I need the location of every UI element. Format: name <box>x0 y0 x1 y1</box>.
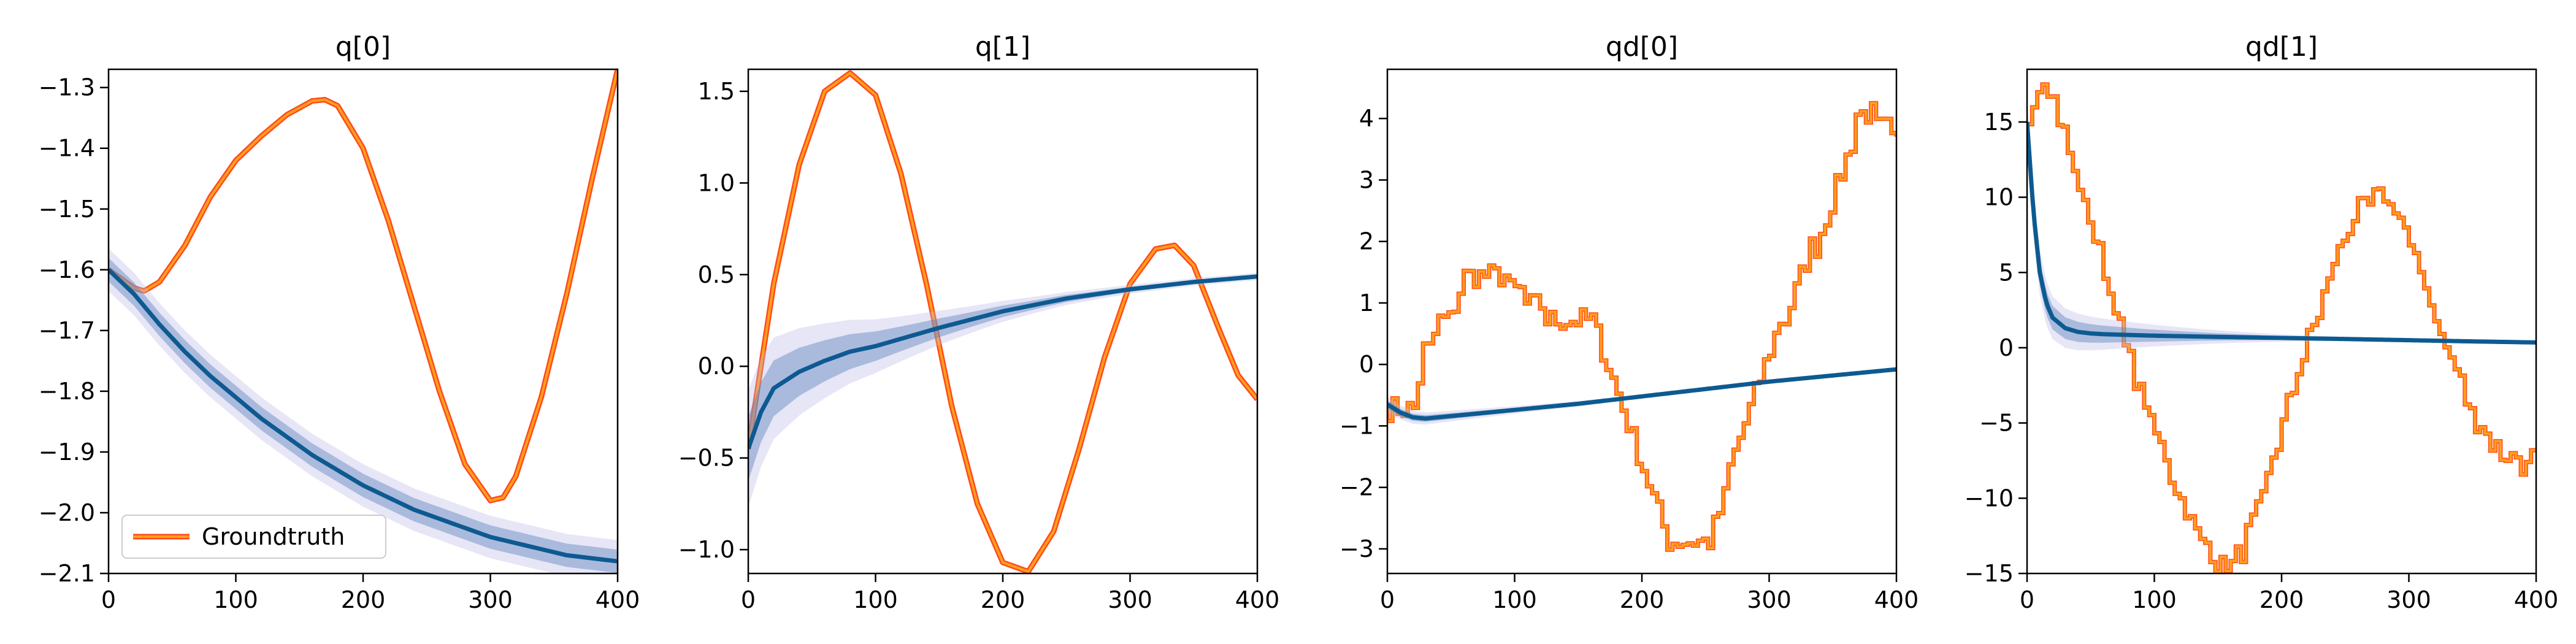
groundtruth-line <box>1387 102 1896 551</box>
y-tick-label: 1.5 <box>698 78 735 105</box>
y-tick-label: −2.0 <box>39 499 95 526</box>
plot-area <box>1387 101 1896 552</box>
density-mean-line <box>109 268 618 564</box>
x-tick-label: 0 <box>1380 586 1395 613</box>
y-tick-label: −1 <box>1340 412 1374 439</box>
y-tick-label: −1.7 <box>39 317 95 344</box>
x-tick-label: 0 <box>2020 586 2034 613</box>
y-tick-label: 0 <box>1359 351 1374 378</box>
x-tick-label: 100 <box>2132 586 2177 613</box>
x-tick-label: 400 <box>1235 586 1280 613</box>
density-halo <box>109 248 618 573</box>
y-tick-label: −15 <box>1965 560 2014 587</box>
y-tick-label: −2.1 <box>39 560 95 587</box>
axes-frame <box>1386 68 1898 575</box>
y-tick-label: −1.0 <box>678 536 735 563</box>
y-tick-label: 0.0 <box>698 353 735 380</box>
x-tick-label: 300 <box>468 586 513 613</box>
y-tick-label: 0 <box>1999 334 2014 361</box>
x-tick-label: 200 <box>2260 586 2304 613</box>
chart-title: qd[0] <box>1606 31 1678 63</box>
x-tick-label: 300 <box>1108 586 1152 613</box>
y-tick-label: 5 <box>1999 259 2014 286</box>
groundtruth-line <box>109 69 618 502</box>
groundtruth-line-outline <box>748 70 1257 573</box>
chart-panel-1: q[1] 0 100 200 300 400 −1.0 −0.5 0.0 0.5 1.0 1.5 <box>678 31 1280 613</box>
density-halo <box>748 272 1257 508</box>
legend: Groundtruth <box>121 515 386 559</box>
chart-title: q[1] <box>975 31 1030 63</box>
chart-panel-0: q[0] 0 100 200 300 400 −2.1 −2.0 −1.9 −1.8 −1.7 −1.… <box>39 31 640 613</box>
x-tick-label: 300 <box>1747 586 1792 613</box>
groundtruth-line-outline <box>109 69 618 504</box>
x-tick-label: 0 <box>741 586 756 613</box>
x-tick-label: 100 <box>1492 586 1537 613</box>
plot-area <box>109 69 618 573</box>
y-tick-label: −1.4 <box>39 135 95 162</box>
x-tick-label: 300 <box>2386 586 2431 613</box>
density-band <box>2027 108 2536 343</box>
y-tick-label: 4 <box>1359 105 1374 132</box>
groundtruth-line <box>2027 83 2536 573</box>
x-tick-label: 200 <box>981 586 1025 613</box>
plot-area <box>748 70 1257 573</box>
x-tick-label: 0 <box>101 586 116 613</box>
chart-panel-2: qd[0] 0 100 200 300 400 −3 −2 −1 0 1 2 3 4 <box>1340 31 1919 613</box>
chart-title: q[0] <box>335 31 391 63</box>
x-tick-label: 400 <box>1874 586 1919 613</box>
x-tick-label: 100 <box>213 586 258 613</box>
x-tick-label: 400 <box>596 586 640 613</box>
y-tick-label: −1.3 <box>39 74 95 101</box>
x-tick-label: 100 <box>853 586 898 613</box>
y-tick-label: 1.0 <box>698 169 735 196</box>
y-tick-label: −3 <box>1340 535 1374 562</box>
density-halo <box>2027 97 2536 351</box>
groundtruth-line <box>748 71 1257 573</box>
plot-area <box>2027 82 2536 573</box>
y-tick-label: −1.8 <box>39 378 95 405</box>
y-tick-label: −2 <box>1340 474 1374 501</box>
x-tick-label: 200 <box>1620 586 1665 613</box>
y-tick-label: 1 <box>1359 289 1374 316</box>
y-tick-label: 15 <box>1984 109 2014 136</box>
density-mean-line <box>2027 121 2536 345</box>
x-tick-label: 200 <box>341 586 386 613</box>
density-band <box>748 274 1257 481</box>
y-tick-label: 0.5 <box>698 261 735 288</box>
density-mean-line <box>1387 367 1896 421</box>
y-tick-label: 3 <box>1359 166 1374 193</box>
chart-title: qd[1] <box>2245 31 2318 63</box>
x-tick-label: 400 <box>2514 586 2559 613</box>
y-tick-label: 10 <box>1984 184 2014 211</box>
legend-label: Groundtruth <box>202 523 345 550</box>
y-tick-label: −1.9 <box>39 439 95 466</box>
y-tick-label: −10 <box>1965 485 2014 512</box>
density-mean-line <box>748 274 1257 450</box>
y-tick-label: −1.6 <box>39 256 95 283</box>
y-tick-label: −1.5 <box>39 196 95 223</box>
chart-panel-3: qd[1] 0 100 200 300 400 −15 −10 −5 0 5 10 15 <box>1965 31 2558 613</box>
y-tick-label: −5 <box>1979 410 2014 437</box>
legend-box <box>121 515 386 559</box>
y-tick-label: −0.5 <box>678 445 735 472</box>
y-tick-label: 2 <box>1359 228 1374 255</box>
groundtruth-line-outline <box>1387 101 1896 552</box>
